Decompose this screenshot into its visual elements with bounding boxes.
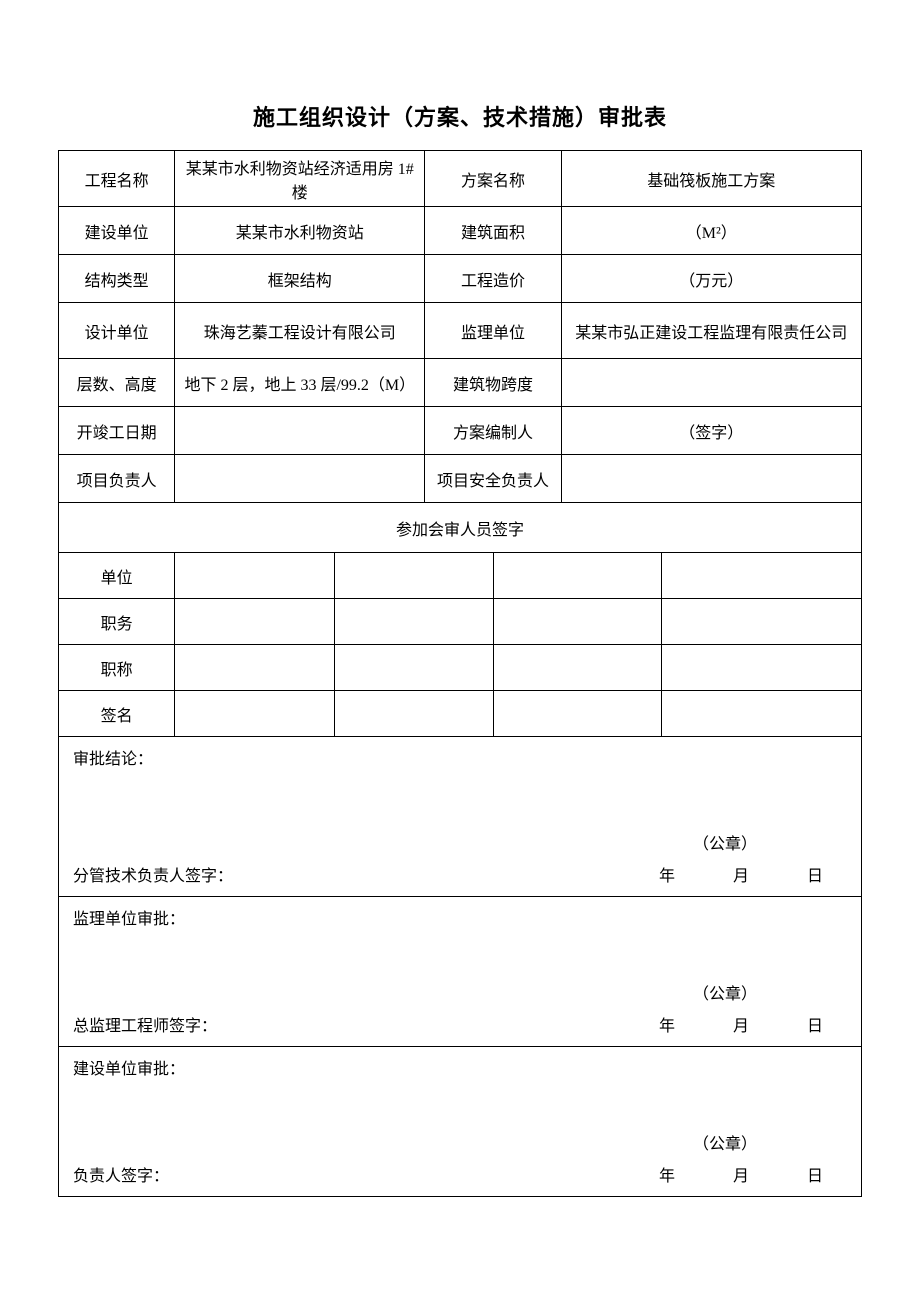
approval-conclusion-cell: 审批结论： （公章） 分管技术负责人签字： 年 月 日	[59, 737, 862, 897]
sig-cell	[493, 599, 661, 645]
value-plan-name: 基础筏板施工方案	[561, 151, 861, 207]
signer-label: 总监理工程师签字：	[73, 1012, 217, 1036]
sig-cell	[661, 599, 861, 645]
sig-cell	[335, 645, 493, 691]
label-plan-author: 方案编制人	[425, 407, 561, 455]
construction-approval-cell: 建设单位审批： （公章） 负责人签字： 年 月 日	[59, 1047, 862, 1197]
value-construction-unit: 某某市水利物资站	[175, 207, 425, 255]
table-row: 建设单位审批： （公章） 负责人签字： 年 月 日	[59, 1047, 862, 1197]
value-building-area: （M²）	[561, 207, 861, 255]
label-construction-unit: 建设单位	[59, 207, 175, 255]
value-plan-author: （签字）	[561, 407, 861, 455]
approval-label: 监理单位审批：	[73, 905, 847, 929]
table-row: 设计单位 珠海艺蓁工程设计有限公司 监理单位 某某市弘正建设工程监理有限责任公司	[59, 303, 862, 359]
table-row: 层数、高度 地下 2 层，地上 33 层/99.2（M） 建筑物跨度	[59, 359, 862, 407]
table-row: 单位	[59, 553, 862, 599]
sig-cell	[175, 553, 335, 599]
table-row: 结构类型 框架结构 工程造价 （万元）	[59, 255, 862, 303]
sig-cell	[335, 599, 493, 645]
table-row: 签名	[59, 691, 862, 737]
date-field: 年 月 日	[617, 1012, 847, 1036]
label-safety-leader: 项目安全负责人	[425, 455, 561, 503]
signer-label: 负责人签字：	[73, 1162, 169, 1186]
sig-cell	[335, 691, 493, 737]
value-supervision-unit: 某某市弘正建设工程监理有限责任公司	[561, 303, 861, 359]
label-signature: 签名	[59, 691, 175, 737]
supervision-approval-cell: 监理单位审批： （公章） 总监理工程师签字： 年 月 日	[59, 897, 862, 1047]
label-structure-type: 结构类型	[59, 255, 175, 303]
value-building-span	[561, 359, 861, 407]
sig-cell	[493, 645, 661, 691]
table-row: 审批结论： （公章） 分管技术负责人签字： 年 月 日	[59, 737, 862, 897]
sig-cell	[493, 553, 661, 599]
table-row: 建设单位 某某市水利物资站 建筑面积 （M²）	[59, 207, 862, 255]
table-row: 参加会审人员签字	[59, 503, 862, 553]
label-unit: 单位	[59, 553, 175, 599]
table-row: 工程名称 某某市水利物资站经济适用房 1#楼 方案名称 基础筏板施工方案	[59, 151, 862, 207]
signature-section-header: 参加会审人员签字	[59, 503, 862, 553]
sig-cell	[175, 599, 335, 645]
approval-footer: （公章） 负责人签字： 年 月 日	[73, 1130, 847, 1186]
value-design-unit: 珠海艺蓁工程设计有限公司	[175, 303, 425, 359]
label-supervision-unit: 监理单位	[425, 303, 561, 359]
value-project-cost: （万元）	[561, 255, 861, 303]
seal-text: （公章）	[73, 1130, 847, 1154]
table-row: 职称	[59, 645, 862, 691]
sig-cell	[175, 691, 335, 737]
signer-label: 分管技术负责人签字：	[73, 862, 233, 886]
sig-cell	[175, 645, 335, 691]
seal-text: （公章）	[73, 830, 847, 854]
label-building-span: 建筑物跨度	[425, 359, 561, 407]
label-project-cost: 工程造价	[425, 255, 561, 303]
label-plan-name: 方案名称	[425, 151, 561, 207]
table-row: 项目负责人 项目安全负责人	[59, 455, 862, 503]
table-row: 监理单位审批： （公章） 总监理工程师签字： 年 月 日	[59, 897, 862, 1047]
value-floors-height: 地下 2 层，地上 33 层/99.2（M）	[175, 359, 425, 407]
label-project-leader: 项目负责人	[59, 455, 175, 503]
value-project-leader	[175, 455, 425, 503]
sig-cell	[661, 645, 861, 691]
value-safety-leader	[561, 455, 861, 503]
label-floors-height: 层数、高度	[59, 359, 175, 407]
value-start-end-date	[175, 407, 425, 455]
label-start-end-date: 开竣工日期	[59, 407, 175, 455]
seal-text: （公章）	[73, 980, 847, 1004]
approval-label: 审批结论：	[73, 745, 847, 769]
sig-cell	[661, 691, 861, 737]
date-field: 年 月 日	[617, 1162, 847, 1186]
page-title: 施工组织设计（方案、技术措施）审批表	[58, 100, 862, 132]
label-position: 职务	[59, 599, 175, 645]
sig-cell	[493, 691, 661, 737]
value-structure-type: 框架结构	[175, 255, 425, 303]
table-row: 开竣工日期 方案编制人 （签字）	[59, 407, 862, 455]
label-title: 职称	[59, 645, 175, 691]
value-project-name: 某某市水利物资站经济适用房 1#楼	[175, 151, 425, 207]
approval-footer: （公章） 总监理工程师签字： 年 月 日	[73, 980, 847, 1036]
table-row: 职务	[59, 599, 862, 645]
sig-cell	[335, 553, 493, 599]
approval-footer: （公章） 分管技术负责人签字： 年 月 日	[73, 830, 847, 886]
approval-form-table: 工程名称 某某市水利物资站经济适用房 1#楼 方案名称 基础筏板施工方案 建设单…	[58, 150, 862, 1197]
label-project-name: 工程名称	[59, 151, 175, 207]
sig-cell	[661, 553, 861, 599]
approval-label: 建设单位审批：	[73, 1055, 847, 1079]
date-field: 年 月 日	[617, 862, 847, 886]
label-design-unit: 设计单位	[59, 303, 175, 359]
label-building-area: 建筑面积	[425, 207, 561, 255]
